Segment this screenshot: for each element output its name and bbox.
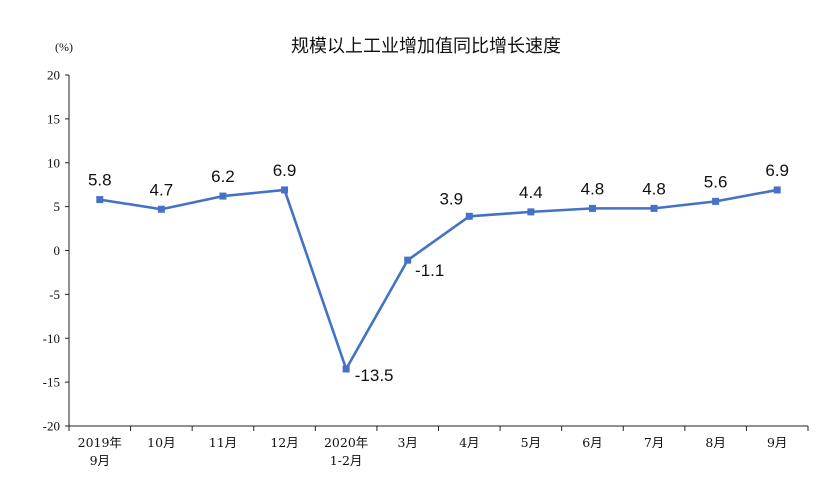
y-tick-label: 20 — [47, 68, 60, 83]
x-tick-label: 10月 — [147, 435, 175, 450]
data-label: 6.9 — [273, 161, 297, 180]
data-point-marker — [650, 204, 658, 212]
y-tick-label: 10 — [47, 155, 60, 170]
series-line — [99, 188, 778, 371]
data-point-marker — [712, 197, 720, 205]
data-label: 4.8 — [642, 179, 666, 198]
x-tick-label: 11月 — [209, 435, 237, 450]
series-lines — [99, 188, 778, 371]
x-tick-labels: 2019年 9月 10月 11月 12月 2020年 1-2月 3月 4月 5月 6月 7月 8月 9月 — [68, 426, 809, 468]
y-tick-label: 15 — [47, 111, 60, 126]
y-tick-label: 0 — [54, 243, 61, 258]
data-label: 4.8 — [581, 179, 605, 198]
x-tick-label: 3月 — [397, 435, 417, 450]
data-label: -1.1 — [415, 261, 444, 280]
data-label: 5.6 — [704, 172, 728, 191]
data-label: 6.9 — [765, 161, 789, 180]
data-point-marker — [96, 196, 104, 204]
data-point-marker — [281, 186, 289, 194]
y-unit-label: (%) — [55, 40, 73, 54]
x-tick-label: 12月 — [270, 435, 298, 450]
data-point-marker — [465, 212, 473, 220]
data-point-marker — [342, 365, 350, 373]
x-tick-label: 2019年 — [78, 435, 122, 450]
x-tick-label: 4月 — [459, 435, 479, 450]
x-tick-label: 2020年 — [324, 435, 368, 450]
x-tick-label: 8月 — [705, 435, 725, 450]
data-label: 4.7 — [150, 180, 174, 199]
data-label: 4.4 — [519, 183, 543, 202]
y-tick-label: -5 — [49, 287, 60, 302]
data-label: 5.8 — [88, 171, 112, 190]
axes — [68, 75, 808, 427]
data-point-marker — [588, 204, 596, 212]
data-label: -13.5 — [355, 366, 394, 385]
data-point-marker — [157, 205, 165, 213]
x-tick-label: 1-2月 — [330, 453, 363, 468]
y-tick-labels: 20 15 10 5 0 -5 -10 -15 -20 — [43, 68, 69, 434]
data-point-marker — [527, 208, 535, 216]
x-tick-label: 6月 — [582, 435, 602, 450]
data-point-marker — [219, 192, 227, 200]
y-tick-label: 5 — [54, 199, 61, 214]
data-labels: 5.8 4.7 6.2 6.9 -13.5 -1.1 3.9 4.4 4.8 4.8 5.6 6.9 — [88, 161, 789, 385]
chart-title: 规模以上工业增加值同比增长速度 — [291, 36, 561, 57]
x-tick-label: 9月 — [90, 453, 110, 468]
data-markers — [96, 186, 781, 373]
y-tick-label: -15 — [43, 375, 60, 390]
data-point-marker — [404, 256, 412, 264]
data-label: 6.2 — [211, 167, 235, 186]
x-tick-label: 7月 — [644, 435, 664, 450]
y-tick-label: -10 — [43, 331, 60, 346]
data-label: 3.9 — [439, 189, 463, 208]
x-tick-label: 9月 — [767, 435, 787, 450]
data-point-marker — [773, 186, 781, 194]
y-tick-label: -20 — [43, 419, 60, 434]
x-tick-label: 5月 — [521, 435, 541, 450]
